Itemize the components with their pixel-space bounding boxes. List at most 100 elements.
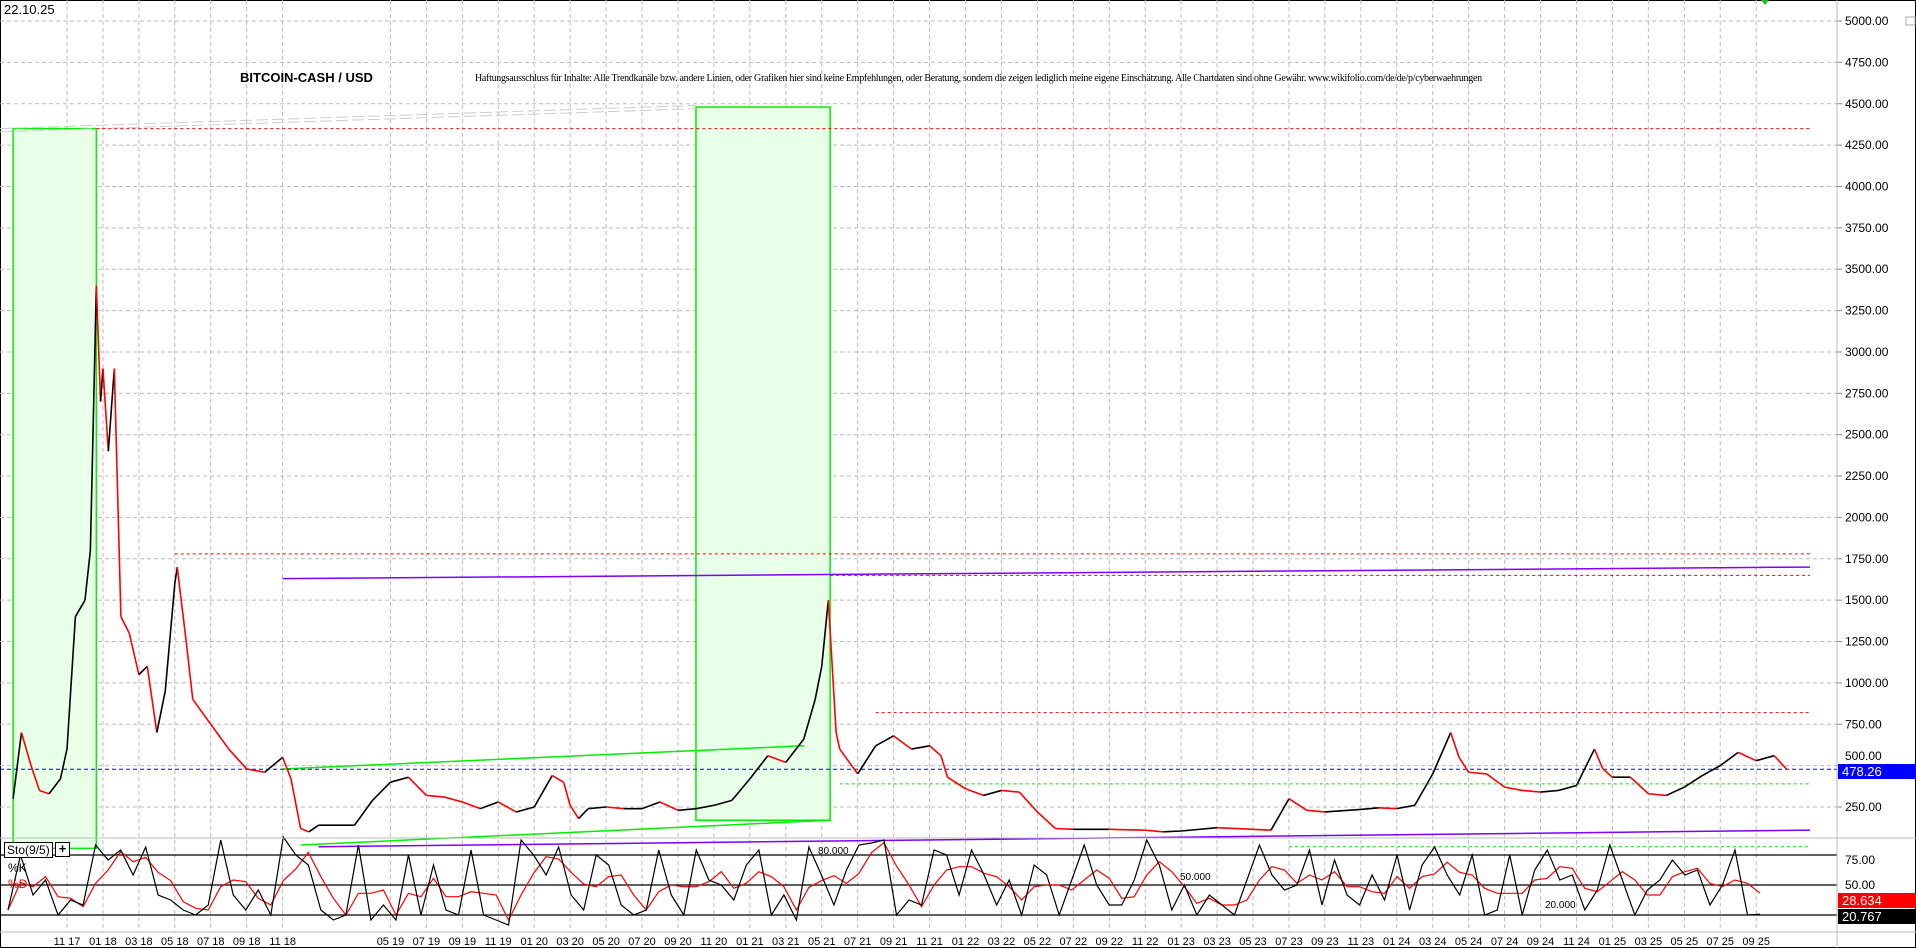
x-tick-label: 07 25	[1706, 936, 1734, 948]
x-tick-label: 09 18	[233, 936, 261, 948]
x-tick-label: 01 18	[89, 936, 117, 948]
x-tick-label: 09 20	[664, 936, 692, 948]
y-tick-label: 4500.00	[1845, 97, 1889, 111]
price-segment	[66, 616, 77, 750]
price-segment	[1414, 773, 1434, 806]
time-axis: 11 17 01 18 03 18 05 18 07 18 09 18 11 18 05 19…	[54, 936, 1770, 948]
price-segment	[210, 723, 230, 750]
price-segment	[146, 666, 158, 733]
y-tick-label: 4000.00	[1845, 179, 1889, 193]
price-segment	[1719, 751, 1739, 767]
x-tick-label: 11 22	[1132, 936, 1159, 948]
price-segment	[1575, 748, 1596, 786]
price-segment	[785, 738, 805, 763]
price-segment	[74, 599, 86, 618]
x-tick-label: 01 22	[952, 936, 980, 948]
price-segment	[1431, 732, 1452, 775]
last-price-badge: 478.26	[1838, 764, 1916, 779]
x-tick-label: 05 20	[592, 936, 620, 948]
price-segment	[1306, 809, 1325, 813]
chart-title: BITCOIN-CASH / USD	[240, 70, 373, 85]
price-segment	[89, 285, 98, 551]
add-indicator-button[interactable]: +	[55, 842, 70, 857]
k-line	[7, 835, 1761, 926]
x-tick-label: 05 24	[1455, 936, 1483, 948]
y-tick-label: 2000.00	[1845, 510, 1889, 524]
x-tick-label: 11 17	[54, 936, 81, 948]
price-segment	[281, 757, 292, 780]
price-segment	[893, 735, 913, 750]
x-tick-label: 11 19	[485, 936, 512, 948]
price-segment	[983, 789, 1002, 797]
y-tick-label: 3000.00	[1845, 345, 1889, 359]
stochastic-panel: 75.00 50.00	[0, 835, 1875, 926]
x-tick-label: 05 22	[1024, 936, 1052, 948]
price-segment	[1522, 789, 1541, 793]
price-segment	[390, 776, 409, 783]
x-tick-label: 05 18	[161, 936, 189, 948]
price-segment	[59, 748, 68, 780]
price-segment	[1593, 748, 1604, 770]
x-tick-label: 09 19	[449, 936, 477, 948]
price-segment	[1540, 789, 1559, 793]
price-segment	[1378, 807, 1397, 810]
price-segment	[113, 368, 122, 617]
price-segment	[246, 768, 265, 774]
y-tick-label: 3750.00	[1845, 221, 1889, 235]
price-segment	[1288, 798, 1308, 811]
y-tick-label: 1000.00	[1845, 676, 1889, 690]
price-segment	[407, 776, 427, 796]
x-tick-label: 09 25	[1742, 936, 1770, 948]
price-segment	[659, 801, 679, 812]
price-segment	[588, 806, 607, 810]
price-segment	[20, 732, 32, 766]
price-segment	[84, 550, 92, 601]
price-segment	[577, 808, 589, 820]
price-segment	[814, 666, 823, 700]
x-tick-label: 01 20	[520, 936, 548, 948]
price-segment	[1449, 732, 1460, 758]
price-segment	[1055, 827, 1074, 831]
price-segment	[713, 799, 733, 807]
price-segment	[857, 745, 877, 775]
price-segment	[1036, 811, 1056, 830]
price-segment	[290, 778, 302, 829]
y-tick-label: 250.00	[1845, 800, 1882, 814]
x-tick-label: 07 20	[628, 936, 656, 948]
y-tick-label: 1500.00	[1845, 593, 1889, 607]
x-tick-label: 11 23	[1347, 936, 1374, 948]
price-segment	[176, 566, 187, 642]
x-tick-label: 09 21	[880, 936, 908, 948]
y-tick-label: 750.00	[1845, 717, 1882, 731]
x-tick-label: 03 23	[1203, 936, 1231, 948]
indicator-label[interactable]: Sto(9/5)	[4, 842, 53, 858]
x-tick-label: 09 24	[1527, 936, 1555, 948]
price-segment	[107, 368, 116, 452]
price-segment	[30, 765, 41, 791]
price-segment	[192, 698, 212, 725]
collapse-icon[interactable]	[1905, 16, 1916, 26]
price-segment	[1755, 754, 1775, 762]
x-tick-label: 11 24	[1563, 936, 1590, 948]
price-segment	[875, 735, 895, 747]
d-last-badge: 28.634	[1838, 893, 1916, 908]
price-segment	[1737, 751, 1757, 762]
price-segment	[1396, 804, 1415, 810]
disclaimer: Haftungsausschluss für Inhalte: Alle Tre…	[475, 73, 1482, 84]
price-segment	[353, 799, 374, 826]
y-tick-label: 3500.00	[1845, 262, 1889, 276]
y-tick-label: 500.00	[1845, 749, 1882, 763]
y-tick-label: 1750.00	[1845, 552, 1889, 566]
signal-marker-icon	[1761, 0, 1769, 5]
price-segment	[1665, 786, 1685, 797]
price-segment	[569, 804, 580, 820]
x-tick-label: 01 23	[1167, 936, 1195, 948]
x-tick-label: 05 19	[377, 936, 405, 948]
price-segment	[1181, 826, 1218, 832]
x-tick-label: 11 21	[916, 936, 943, 948]
price-segment	[929, 745, 942, 757]
price-segment	[264, 756, 284, 773]
price-segment	[120, 616, 131, 634]
legend-d: %D	[8, 877, 28, 891]
